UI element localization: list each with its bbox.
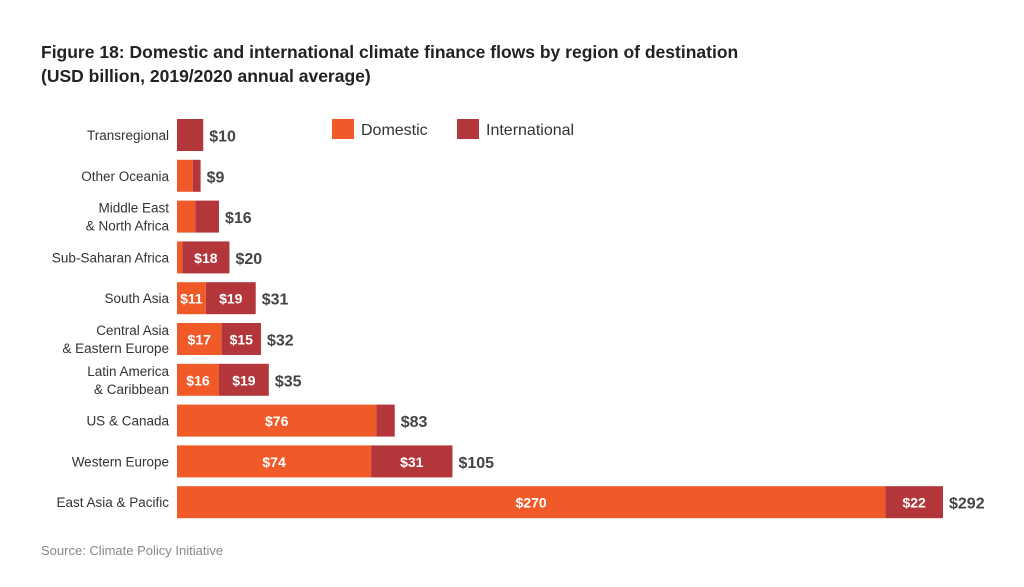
bar-domestic [177,445,372,478]
category-label: Middle East [98,201,169,216]
legend-swatch-domestic [332,119,354,139]
total-label: $20 [235,251,262,268]
data-label: $19 [219,291,243,307]
category-label: & Caribbean [94,382,169,397]
category-label: & North Africa [86,219,170,234]
bar-international [182,241,230,274]
bar-international [885,486,943,519]
category-label: & Eastern Europe [62,341,169,356]
bar-international [376,404,395,437]
data-label: $19 [232,372,256,388]
total-label: $35 [275,373,302,390]
subtitle-line: (USD billion, 2019/2020 annual average) [41,66,371,86]
total-label: $10 [209,129,236,146]
category-label: Transregional [87,128,169,143]
bar-domestic [177,323,222,355]
bar-domestic [177,200,196,233]
data-label: $17 [188,332,212,348]
title-line: Figure 18: Domestic and international cl… [41,42,739,62]
category-label: US & Canada [86,414,169,429]
total-label: $9 [207,169,225,186]
data-label: $74 [262,454,286,470]
category-label: Sub-Saharan Africa [52,250,170,265]
total-label: $31 [262,292,289,309]
data-label: $31 [400,454,424,470]
category-label: Other Oceania [81,169,169,184]
legend-label: Domestic [361,122,428,139]
category-label: Central Asia [96,323,169,338]
category-label: South Asia [104,291,169,306]
bar-international [192,159,201,192]
bar-domestic [177,404,377,437]
total-label: $83 [401,414,428,431]
total-label: $32 [267,333,294,350]
chart-title: Figure 18: Domestic and international cl… [41,40,738,88]
bar-international [371,445,453,478]
bar-domestic [177,241,183,274]
legend-swatch-international [457,119,479,139]
data-label: $76 [265,413,289,429]
category-label: Western Europe [72,454,169,469]
data-label: $270 [516,495,547,511]
bar-domestic [177,282,206,315]
bar-international [221,323,261,355]
data-label: $18 [194,250,218,266]
data-label: $15 [230,332,254,348]
bar-international [177,119,204,151]
total-label: $292 [949,496,985,513]
bar-domestic [177,486,886,519]
bar-international [205,282,256,315]
bar-international [195,200,219,233]
category-label: East Asia & Pacific [56,495,169,510]
bar-international [218,363,269,396]
data-label: $16 [186,372,210,388]
category-label: Latin America [87,364,169,379]
data-label: $22 [902,495,926,511]
total-label: $16 [225,210,252,227]
legend-label: International [486,122,574,139]
total-label: $105 [458,455,494,472]
data-label: $11 [180,291,203,307]
source-note: Source: Climate Policy Initiative [41,543,224,558]
bar-domestic [177,159,193,192]
bar-domestic [177,363,219,396]
